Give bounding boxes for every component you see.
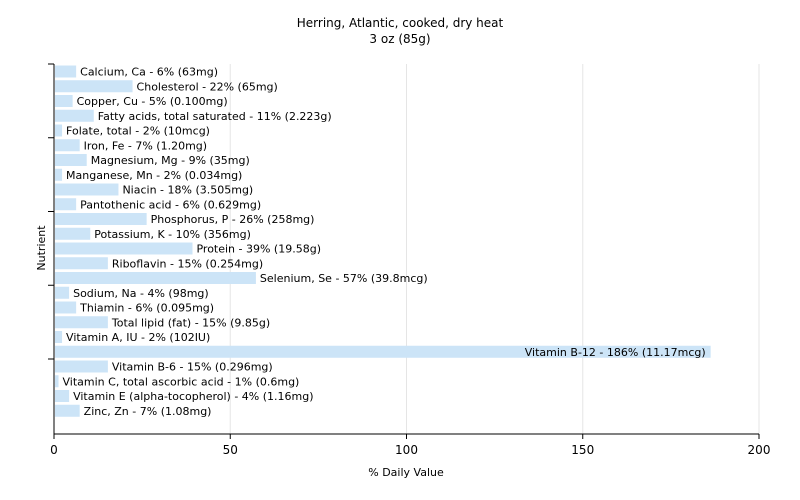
bar-label: Vitamin B-12 - 186% (11.17mcg) xyxy=(525,346,706,359)
bar-label: Pantothenic acid - 6% (0.629mg) xyxy=(80,198,261,211)
bar-label: Selenium, Se - 57% (39.8mcg) xyxy=(260,272,428,285)
bar-label: Vitamin B-6 - 15% (0.296mg) xyxy=(112,361,273,374)
bar-label: Vitamin C, total ascorbic acid - 1% (0.6… xyxy=(63,375,300,388)
chart-subtitle: 3 oz (85g) xyxy=(369,32,431,46)
bar xyxy=(55,124,63,137)
bars xyxy=(55,65,711,417)
bar-labels: Calcium, Ca - 6% (63mg)Cholesterol - 22%… xyxy=(63,66,706,418)
bar xyxy=(55,286,70,299)
x-tick-label: 100 xyxy=(395,443,418,457)
bar-label: Vitamin E (alpha-tocopherol) - 4% (1.16m… xyxy=(73,390,313,403)
bar xyxy=(55,80,133,93)
x-axis-label: % Daily Value xyxy=(368,466,444,479)
bar-label: Zinc, Zn - 7% (1.08mg) xyxy=(84,405,212,418)
bar-label: Magnesium, Mg - 9% (35mg) xyxy=(91,154,250,167)
bar xyxy=(55,272,256,284)
bar-label: Phosphorus, P - 26% (258mg) xyxy=(151,213,315,226)
bar-label: Vitamin A, IU - 2% (102IU) xyxy=(66,331,210,344)
bar-label: Protein - 39% (19.58g) xyxy=(196,243,321,256)
bar-label: Iron, Fe - 7% (1.20mg) xyxy=(84,139,207,152)
bar xyxy=(55,198,77,211)
bar xyxy=(55,183,119,196)
bar-label: Calcium, Ca - 6% (63mg) xyxy=(80,66,218,79)
bar xyxy=(55,168,63,181)
bar xyxy=(55,390,70,402)
bar xyxy=(55,345,711,358)
bar xyxy=(55,404,80,417)
bar-label: Folate, total - 2% (10mcg) xyxy=(66,125,210,138)
bar-label: Cholesterol - 22% (65mg) xyxy=(137,80,278,93)
bar xyxy=(55,301,77,314)
bar-label: Thiamin - 6% (0.095mg) xyxy=(79,302,214,315)
bar xyxy=(55,375,59,388)
bar xyxy=(55,360,108,373)
bar-label: Riboflavin - 15% (0.254mg) xyxy=(112,257,263,270)
bar xyxy=(55,154,87,166)
bar xyxy=(55,95,73,107)
bar xyxy=(55,109,94,122)
bar xyxy=(55,213,147,225)
bar-label: Fatty acids, total saturated - 11% (2.22… xyxy=(98,110,332,123)
x-tick-label: 150 xyxy=(571,443,594,457)
gridlines xyxy=(229,64,760,434)
bar-label: Niacin - 18% (3.505mg) xyxy=(122,184,253,197)
bar-label: Copper, Cu - 5% (0.100mg) xyxy=(77,95,228,108)
bar xyxy=(55,65,77,78)
bar xyxy=(55,331,63,343)
x-tick-label: 50 xyxy=(223,443,238,457)
bar-label: Potassium, K - 10% (356mg) xyxy=(94,228,251,241)
bar-label: Sodium, Na - 4% (98mg) xyxy=(73,287,209,300)
chart-title: Herring, Atlantic, cooked, dry heat xyxy=(296,16,504,30)
bar xyxy=(55,227,91,240)
bar xyxy=(55,139,80,152)
bar-label: Total lipid (fat) - 15% (9.85g) xyxy=(111,316,270,329)
bar-label: Manganese, Mn - 2% (0.034mg) xyxy=(66,169,242,182)
bar xyxy=(55,242,193,255)
x-tick-label: 200 xyxy=(748,443,771,457)
bar xyxy=(55,257,108,270)
x-tick-label: 0 xyxy=(50,443,58,457)
y-axis-label: Nutrient xyxy=(35,225,48,271)
axes: 0 50 100 150 200 xyxy=(48,63,771,457)
bar xyxy=(55,316,108,329)
